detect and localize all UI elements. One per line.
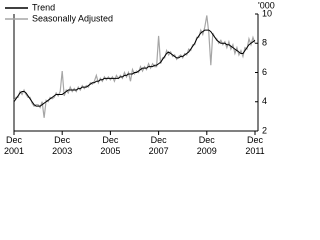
series-line xyxy=(13,29,256,107)
x-tick-label: Dec 2007 xyxy=(148,135,169,156)
legend-label: Trend xyxy=(32,2,55,12)
x-tick-label: Dec 2005 xyxy=(100,135,121,156)
unit-label: '000 xyxy=(258,0,275,10)
chart: '000 2 4 6 8 10 Trend Seasonally Adjusted Dec … xyxy=(3,0,275,156)
y-tick-label: 6 xyxy=(262,67,267,77)
y-tick-label: 2 xyxy=(262,125,267,135)
legend-label: Seasonally Adjusted xyxy=(32,13,113,23)
x-tick-label: Dec 2001 xyxy=(3,135,25,156)
x-tick-label: Dec 2011 xyxy=(245,135,265,156)
x-tick-label: Dec 2003 xyxy=(52,135,73,156)
series-line xyxy=(13,15,256,118)
y-tick-label: 4 xyxy=(262,96,267,106)
x-tick-label: Dec 2009 xyxy=(196,135,217,156)
y-tick-label: 10 xyxy=(262,8,272,18)
y-tick-label: 8 xyxy=(262,38,267,48)
